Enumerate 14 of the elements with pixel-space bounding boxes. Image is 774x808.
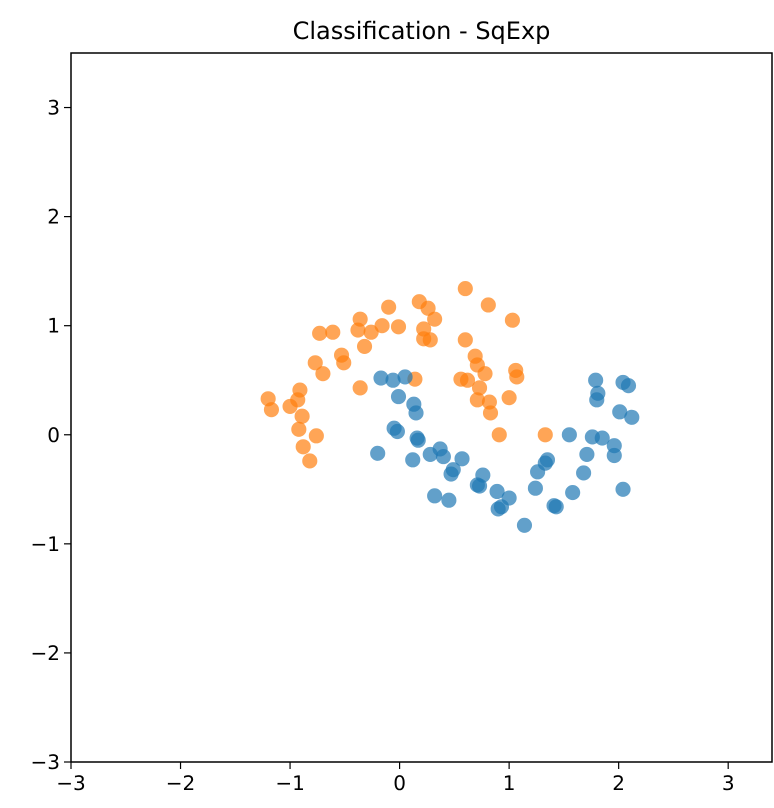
y-tick-label: 2	[47, 204, 60, 229]
x-tick-label: 0	[393, 771, 406, 795]
x-tick-label: −1	[275, 771, 305, 795]
y-tick-label: 0	[47, 422, 60, 447]
y-tick-label: 1	[47, 314, 60, 338]
x-tick-label: 3	[722, 771, 735, 795]
chart-title: Classification - SqExp	[292, 17, 550, 45]
y-tick-label: −1	[30, 532, 60, 556]
x-tick-label: −2	[166, 771, 196, 795]
x-tick-label: 1	[502, 771, 516, 795]
y-tick-label: −2	[30, 640, 60, 665]
x-tick-label: 2	[612, 771, 626, 795]
y-tick-label: 3	[47, 96, 60, 120]
y-tick-label: −3	[30, 750, 60, 774]
